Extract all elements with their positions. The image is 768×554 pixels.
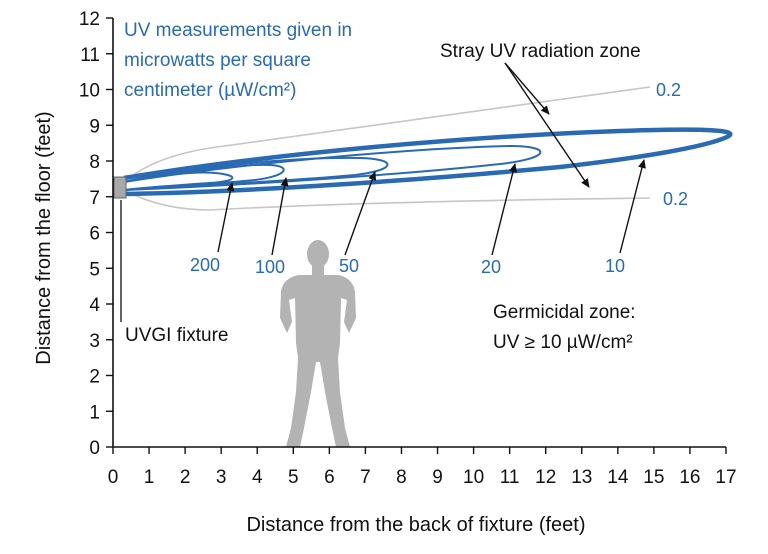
label-100: 100 (255, 257, 285, 277)
measurements-note-line-2: microwatts per square (124, 50, 311, 71)
contour-10 (123, 127, 733, 197)
label-20: 20 (481, 257, 501, 277)
x-tick-label: 4 (252, 467, 263, 488)
y-tick-label: 3 (89, 331, 100, 352)
measurements-note-line-1: UV measurements given in (124, 20, 352, 41)
x-tick-label: 7 (360, 467, 371, 488)
x-tick-label: 5 (288, 467, 299, 488)
stray-uv-label: Stray UV radiation zone (440, 41, 641, 62)
y-tick-label: 9 (89, 116, 100, 137)
fixture-label: UVGI fixture (125, 325, 228, 346)
x-tick-label: 12 (535, 467, 556, 488)
axis-ticks: 0 1 2 3 4 5 6 7 8 9 10 11 12 13 14 15 16 1701234567891011… (79, 9, 737, 488)
germicidal-zone-value: UV ≥ 10 µW/cm² (493, 332, 633, 353)
x-tick-label: 16 (679, 467, 700, 488)
x-tick-label: 15 (643, 467, 664, 488)
x-tick-label: 1 (144, 467, 155, 488)
germicidal-contours (123, 127, 733, 197)
measurements-note-line-3: centimeter (µW/cm²) (124, 80, 296, 101)
x-tick-label: 2 (180, 467, 191, 488)
contour-50 (123, 156, 389, 191)
label-50: 50 (339, 256, 359, 276)
germicidal-zone-title: Germicidal zone: (493, 302, 636, 323)
y-tick-label: 10 (79, 81, 100, 102)
y-tick-label: 4 (89, 295, 100, 316)
x-tick-label: 9 (432, 467, 443, 488)
y-tick-label: 0 (89, 438, 100, 459)
y-axis-title: Distance from the floor (feet) (33, 111, 55, 364)
x-axis-title: Distance from the back of fixture (feet) (246, 514, 585, 536)
x-tick-label: 17 (715, 467, 736, 488)
y-tick-label: 1 (89, 402, 100, 423)
x-tick-label: 0 (108, 467, 119, 488)
label-0.2-top: 0.2 (656, 80, 681, 100)
label-200: 200 (190, 255, 220, 275)
y-tick-label: 6 (89, 224, 100, 245)
x-tick-label: 14 (607, 467, 629, 488)
x-tick-label: 8 (396, 467, 407, 488)
uvgi-fixture (113, 176, 127, 199)
x-tick-label: 6 (324, 467, 335, 488)
x-tick-label: 11 (500, 467, 520, 488)
x-tick-label: 13 (571, 467, 592, 488)
x-tick-label: 10 (463, 467, 484, 488)
y-tick-label: 11 (80, 45, 100, 66)
contour-leader-arrows (217, 159, 646, 256)
y-tick-label: 2 (89, 367, 100, 388)
y-tick-label: 7 (89, 188, 100, 209)
y-tick-label: 12 (79, 9, 100, 30)
person-silhouette (280, 240, 356, 447)
stray-uv-arrows (504, 62, 590, 188)
y-tick-label: 5 (89, 259, 100, 280)
measurements-note: UV measurements given in microwatts per … (124, 20, 357, 101)
contour-0.2 (123, 86, 651, 211)
label-10: 10 (605, 256, 625, 276)
y-tick-label: 8 (89, 152, 100, 173)
x-tick-label: 3 (216, 467, 227, 488)
label-0.2-bottom: 0.2 (663, 189, 688, 209)
